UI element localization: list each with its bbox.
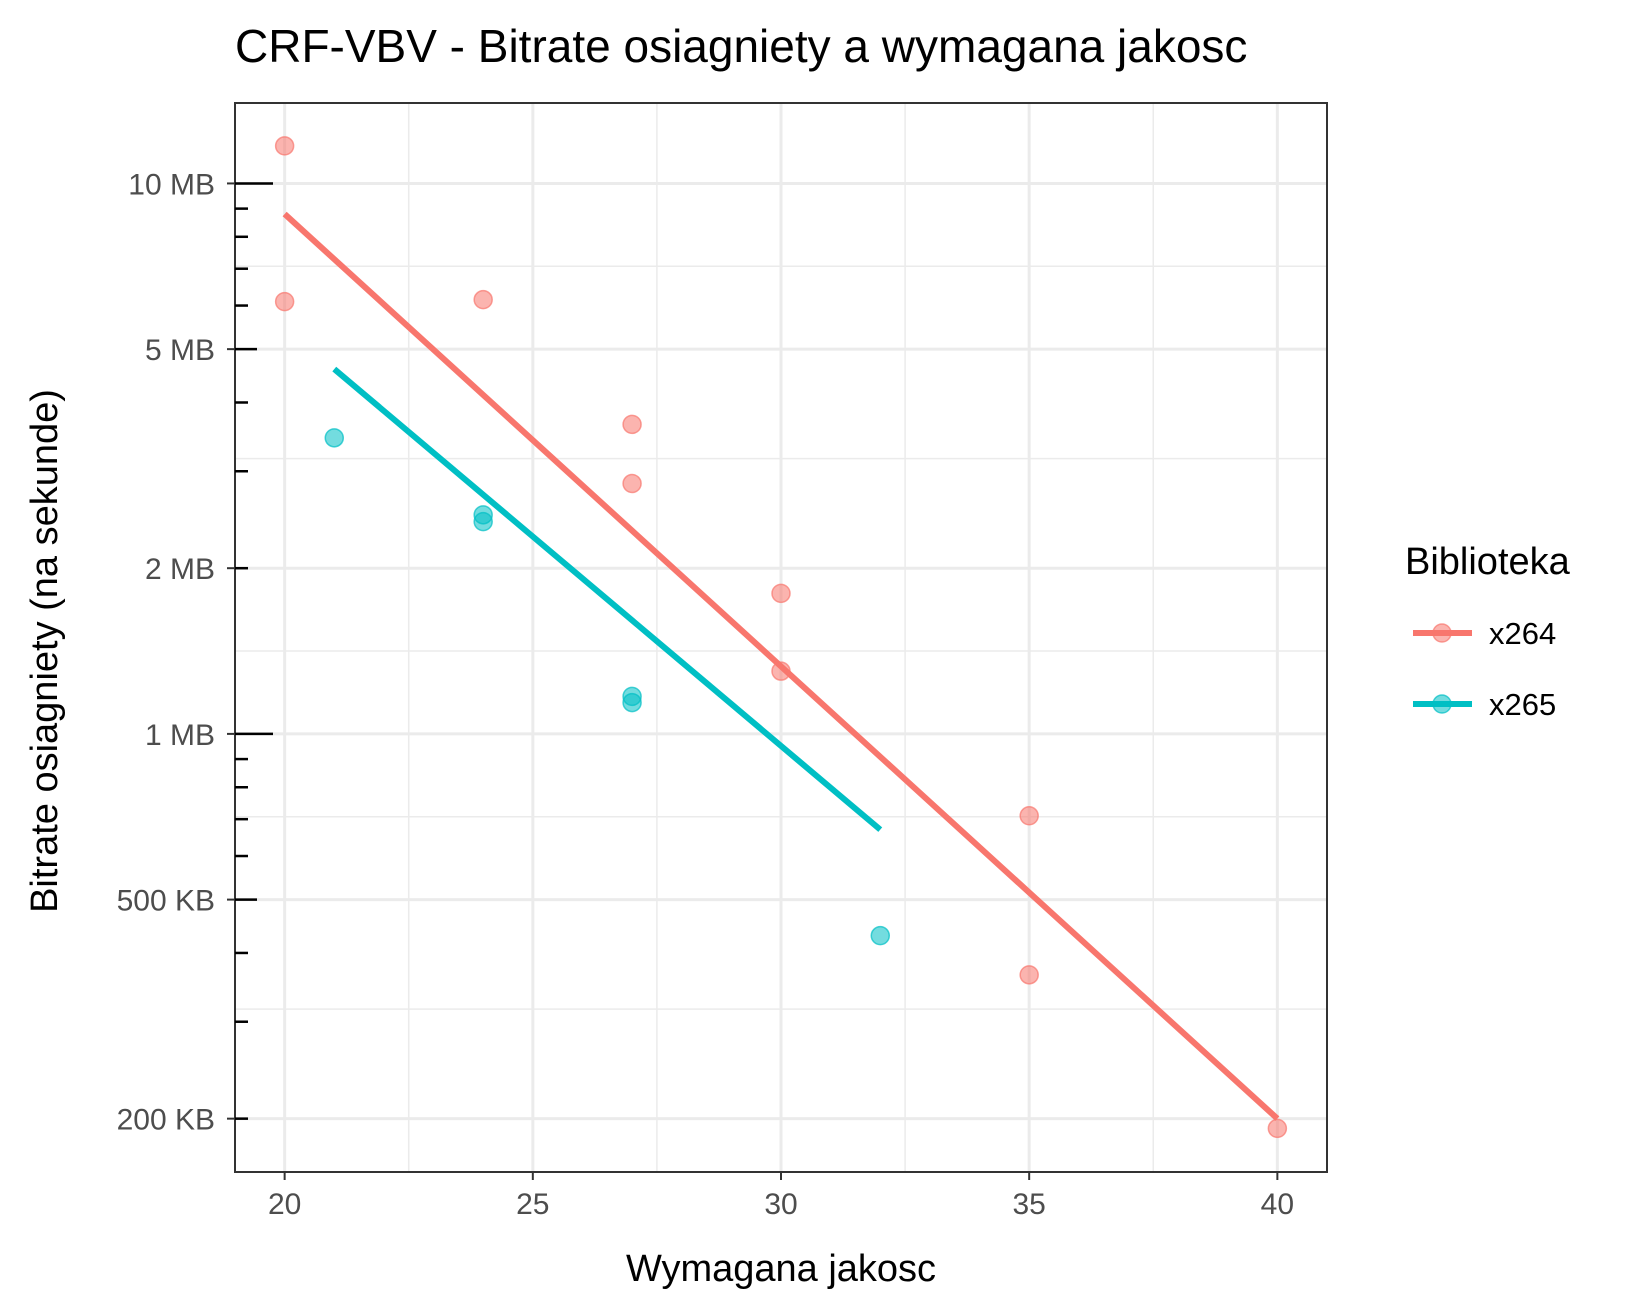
y-axis-title: Bitrate osiagniety (na sekunde) <box>24 389 66 913</box>
x-axis-title: Wymagana jakosc <box>626 1248 936 1290</box>
y-tick-label: 1 MB <box>145 719 215 752</box>
y-tick-label: 10 MB <box>128 168 215 201</box>
data-point-x265 <box>473 511 493 532</box>
data-point-x264 <box>771 583 791 604</box>
x-tick-label: 20 <box>268 1188 301 1221</box>
y-tick-label: 200 KB <box>117 1104 215 1137</box>
x-tick-label: 35 <box>1012 1188 1045 1221</box>
grid <box>235 103 1327 1172</box>
data-point-x265 <box>622 692 642 713</box>
x-tick-label: 30 <box>764 1188 797 1221</box>
data-point-x264 <box>473 289 493 310</box>
chart-title: CRF-VBV - Bitrate osiagniety a wymagana … <box>235 20 1247 72</box>
data-points <box>274 136 1288 1139</box>
x-tick-label: 25 <box>516 1188 549 1221</box>
legend-label-x264: x264 <box>1489 616 1556 651</box>
data-point-x264 <box>771 661 791 681</box>
legend-key-point-x264 <box>1432 623 1452 643</box>
x-tick-label: 40 <box>1261 1188 1294 1221</box>
data-point-x265 <box>870 925 891 946</box>
data-point-x264 <box>1267 1118 1288 1139</box>
data-point-x264 <box>274 136 295 156</box>
data-point-x264 <box>1019 965 1039 985</box>
legend-title: Biblioteka <box>1405 541 1571 583</box>
data-point-x264 <box>622 414 642 435</box>
data-point-x264 <box>274 291 295 312</box>
axes: 20 25 30 35 40 200 KB 500 KB 1 MB 2 MB 5 MB 10 MB <box>117 168 1294 1221</box>
y-tick-label: 500 KB <box>117 885 215 918</box>
legend-key-point-x265 <box>1432 694 1452 714</box>
data-point-x264 <box>622 473 642 494</box>
legend-label-x265: x265 <box>1489 687 1556 722</box>
y-tick-label: 2 MB <box>145 553 215 586</box>
y-tick-label: 5 MB <box>145 334 215 367</box>
data-point-x265 <box>324 428 345 448</box>
trend-line-x265 <box>332 366 883 832</box>
data-point-x264 <box>1019 806 1039 826</box>
legend: Biblioteka x264 x265 <box>1405 541 1571 722</box>
